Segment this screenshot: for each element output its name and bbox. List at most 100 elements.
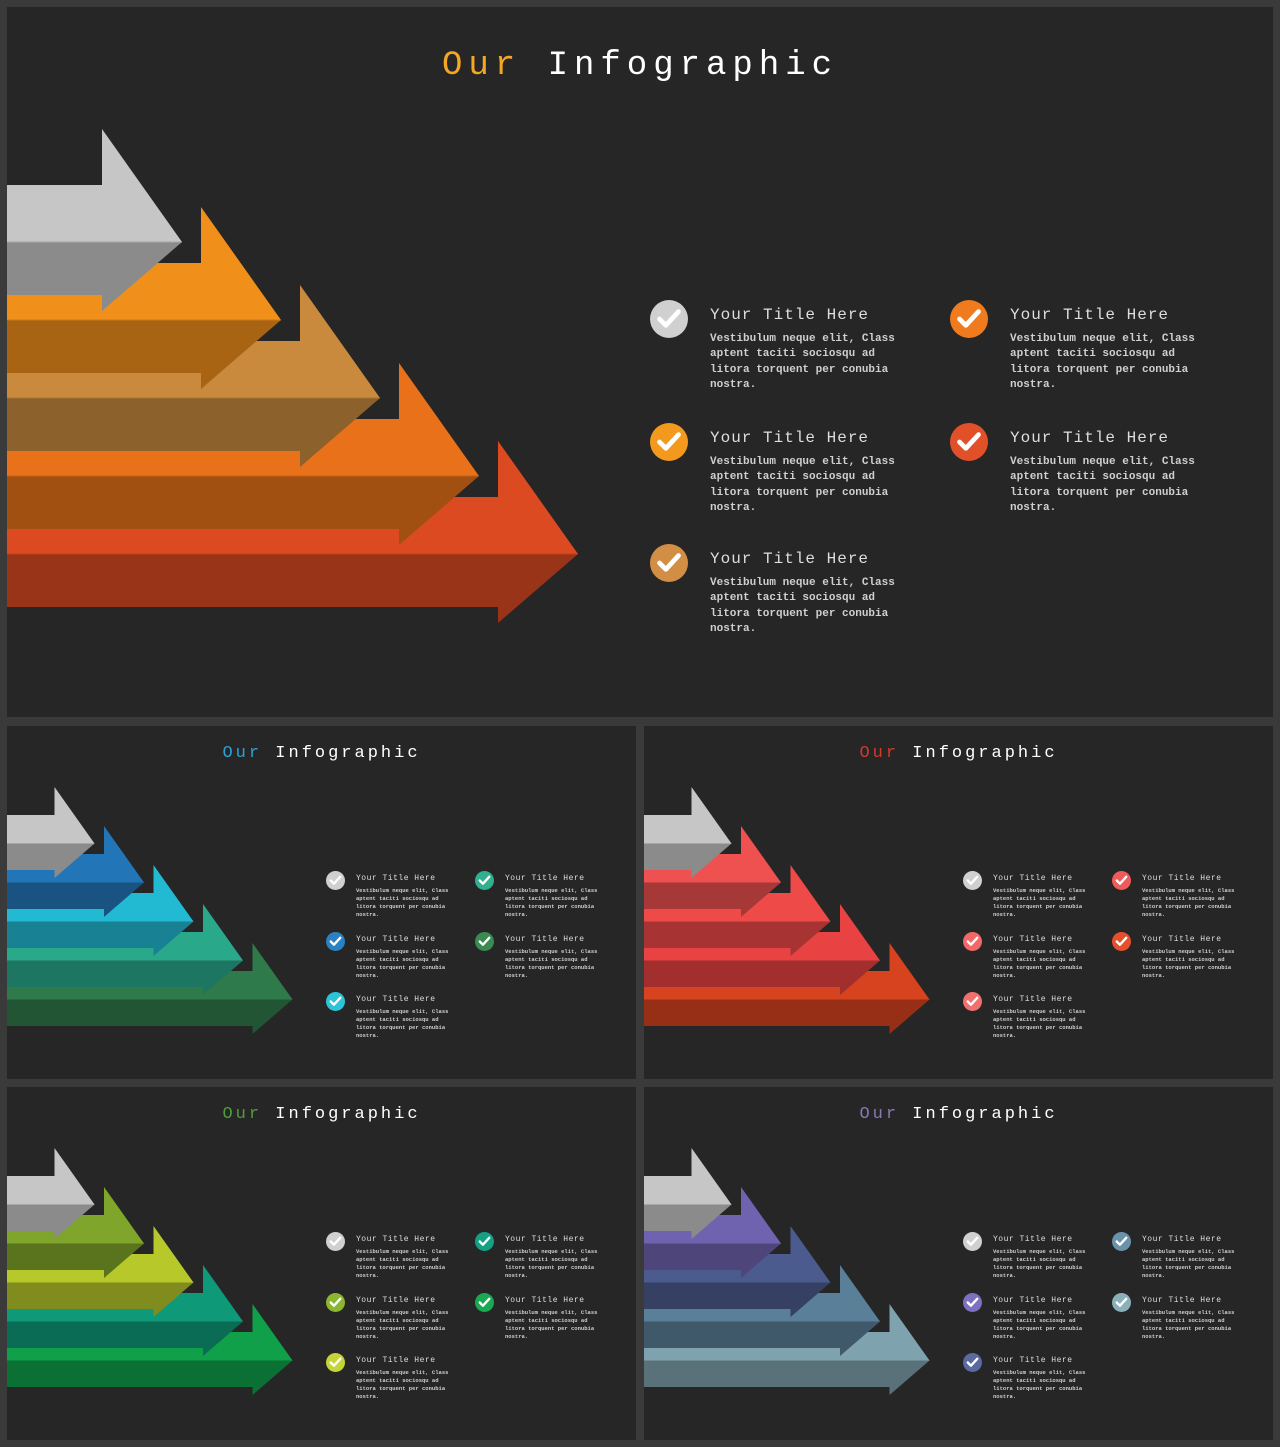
arrow-side-face bbox=[7, 921, 194, 956]
title-rest: Infographic bbox=[912, 744, 1058, 763]
check-circle-icon bbox=[475, 871, 494, 890]
item-title: Your Title Here bbox=[1142, 1296, 1222, 1305]
item-text: Vestibulum neque elit, Class aptent taci… bbox=[710, 333, 895, 391]
check-circle-icon bbox=[650, 423, 688, 461]
item-title: Your Title Here bbox=[1010, 306, 1170, 324]
item-text: Vestibulum neque elit, Class aptent taci… bbox=[356, 1248, 449, 1279]
check-circle-icon bbox=[963, 1293, 982, 1312]
item-text: Vestibulum neque elit, Class aptent taci… bbox=[505, 1248, 598, 1279]
check-circle-icon bbox=[950, 300, 988, 338]
arrow-side-face bbox=[644, 1204, 732, 1239]
item-text: Vestibulum neque elit, Class aptent taci… bbox=[505, 1309, 598, 1340]
check-circle-icon bbox=[1112, 1293, 1131, 1312]
item-title: Your Title Here bbox=[356, 935, 436, 944]
check-circle-icon bbox=[650, 300, 688, 338]
item-title: Your Title Here bbox=[356, 1296, 436, 1305]
slide-blue: Our Infographic Your Title Here Vestibul… bbox=[7, 726, 636, 1079]
title-accent: Our bbox=[441, 47, 522, 85]
check-circle-icon bbox=[650, 544, 688, 582]
stacked-arrows-graphic bbox=[7, 787, 293, 1034]
item-title: Your Title Here bbox=[505, 935, 585, 944]
item-text: Vestibulum neque elit, Class aptent taci… bbox=[710, 456, 895, 514]
item-text: Vestibulum neque elit, Class aptent taci… bbox=[993, 1008, 1086, 1039]
item-title: Your Title Here bbox=[1142, 1235, 1222, 1244]
check-circle-icon bbox=[326, 932, 345, 951]
item-title: Your Title Here bbox=[1142, 874, 1222, 883]
item-text: Vestibulum neque elit, Class aptent taci… bbox=[993, 1248, 1086, 1279]
arrow-side-face bbox=[7, 1282, 194, 1317]
slide-title: Our Infographic bbox=[644, 744, 1273, 763]
item-title: Your Title Here bbox=[505, 1296, 585, 1305]
arrow-side-face bbox=[7, 1321, 243, 1356]
title-rest: Infographic bbox=[275, 744, 421, 763]
check-circle-icon bbox=[950, 423, 988, 461]
check-circle-icon bbox=[963, 932, 982, 951]
item-text: Vestibulum neque elit, Class aptent taci… bbox=[993, 948, 1086, 979]
arrow-side-face bbox=[7, 1243, 144, 1278]
arrow-top-face bbox=[7, 1148, 95, 1205]
arrow-side-face bbox=[7, 554, 578, 623]
item-text: Vestibulum neque elit, Class aptent taci… bbox=[1010, 333, 1195, 391]
item-title: Your Title Here bbox=[993, 874, 1073, 883]
arrow-top-face bbox=[644, 787, 732, 844]
check-circle-icon bbox=[1112, 1232, 1131, 1251]
item-text: Vestibulum neque elit, Class aptent taci… bbox=[1142, 887, 1235, 918]
arrow-side-face bbox=[7, 1204, 95, 1239]
arrow-side-face bbox=[644, 960, 880, 995]
arrow-side-face bbox=[644, 843, 732, 878]
arrow-side-face bbox=[7, 476, 479, 545]
check-circle-icon bbox=[963, 1353, 982, 1372]
arrow-top-face bbox=[644, 1148, 732, 1205]
check-circle-icon bbox=[326, 1293, 345, 1312]
title-accent: Our bbox=[859, 1105, 900, 1124]
arrow-side-face bbox=[7, 1360, 293, 1395]
slide-red: Our Infographic Your Title Here Vestibul… bbox=[644, 726, 1273, 1079]
item-text: Vestibulum neque elit, Class aptent taci… bbox=[505, 887, 598, 918]
item-text: Vestibulum neque elit, Class aptent taci… bbox=[993, 1369, 1086, 1400]
item-text: Vestibulum neque elit, Class aptent taci… bbox=[1142, 948, 1235, 979]
check-circle-icon bbox=[1112, 932, 1131, 951]
arrow-side-face bbox=[644, 1321, 880, 1356]
item-text: Vestibulum neque elit, Class aptent taci… bbox=[993, 887, 1086, 918]
item-text: Vestibulum neque elit, Class aptent taci… bbox=[356, 1369, 449, 1400]
item-title: Your Title Here bbox=[356, 874, 436, 883]
arrow-side-face bbox=[7, 242, 182, 311]
item-text: Vestibulum neque elit, Class aptent taci… bbox=[710, 577, 895, 635]
title-accent: Our bbox=[222, 1105, 263, 1124]
title-rest: Infographic bbox=[547, 47, 839, 85]
item-text: Vestibulum neque elit, Class aptent taci… bbox=[993, 1309, 1086, 1340]
item-title: Your Title Here bbox=[993, 1356, 1073, 1365]
check-circle-icon bbox=[326, 871, 345, 890]
check-circle-icon bbox=[475, 1232, 494, 1251]
arrow-side-face bbox=[644, 1360, 930, 1395]
arrow-side-face bbox=[7, 999, 293, 1034]
arrow-side-face bbox=[7, 398, 380, 467]
item-title: Your Title Here bbox=[356, 995, 436, 1004]
stacked-arrows-graphic bbox=[644, 787, 930, 1034]
item-title: Your Title Here bbox=[710, 550, 870, 568]
item-text: Vestibulum neque elit, Class aptent taci… bbox=[356, 948, 449, 979]
arrow-side-face bbox=[7, 960, 243, 995]
item-text: Vestibulum neque elit, Class aptent taci… bbox=[1142, 1248, 1235, 1279]
slide-purple: Our Infographic Your Title Here Vestibul… bbox=[644, 1087, 1273, 1440]
arrow-top-face bbox=[7, 129, 182, 242]
slide-main: Our Infographic Your Title Here Vestibul… bbox=[7, 7, 1273, 717]
item-title: Your Title Here bbox=[710, 306, 870, 324]
check-circle-icon bbox=[963, 1232, 982, 1251]
check-circle-icon bbox=[963, 992, 982, 1011]
title-accent: Our bbox=[859, 744, 900, 763]
arrow-top-face bbox=[7, 787, 95, 844]
item-title: Your Title Here bbox=[356, 1356, 436, 1365]
item-text: Vestibulum neque elit, Class aptent taci… bbox=[356, 887, 449, 918]
item-text: Vestibulum neque elit, Class aptent taci… bbox=[505, 948, 598, 979]
item-title: Your Title Here bbox=[993, 935, 1073, 944]
item-text: Vestibulum neque elit, Class aptent taci… bbox=[356, 1309, 449, 1340]
arrow-side-face bbox=[644, 999, 930, 1034]
slide-title: Our Infographic bbox=[7, 47, 1273, 85]
arrow-side-face bbox=[644, 1282, 831, 1317]
check-circle-icon bbox=[475, 1293, 494, 1312]
title-accent: Our bbox=[222, 744, 263, 763]
item-text: Vestibulum neque elit, Class aptent taci… bbox=[1142, 1309, 1235, 1340]
check-circle-icon bbox=[963, 871, 982, 890]
item-title: Your Title Here bbox=[710, 429, 870, 447]
